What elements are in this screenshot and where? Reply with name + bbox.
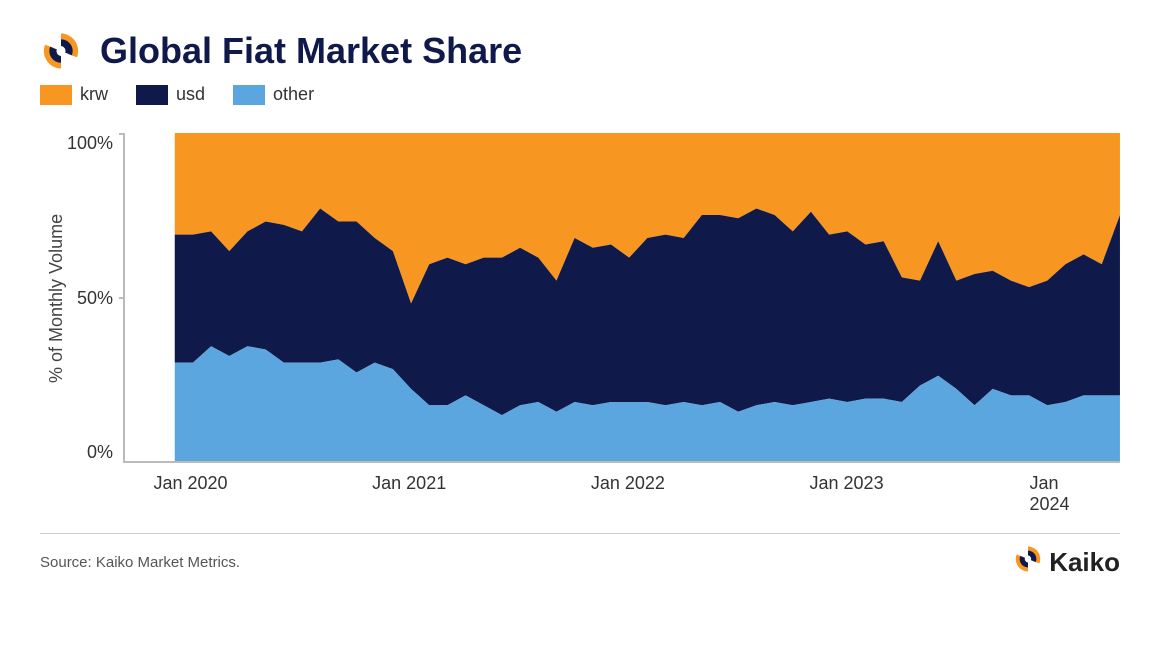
legend-label: krw <box>80 84 108 105</box>
kaiko-logo-icon <box>1013 544 1043 581</box>
chart-title: Global Fiat Market Share <box>100 30 522 72</box>
x-axis-ticks: Jan 2020Jan 2021Jan 2022Jan 2023Jan 2024 <box>126 473 1120 497</box>
plot-region <box>123 133 1120 463</box>
legend-item-usd: usd <box>136 84 205 105</box>
ytick-label: 0% <box>87 442 113 463</box>
xtick-label: Jan 2020 <box>153 473 227 494</box>
kaiko-logo-icon <box>40 30 82 72</box>
xtick-label: Jan 2022 <box>591 473 665 494</box>
footer: Source: Kaiko Market Metrics. Kaiko <box>40 544 1120 581</box>
legend: krw usd other <box>40 84 1120 105</box>
chart-area: % of Monthly Volume 100% 50% 0% <box>40 133 1120 463</box>
y-axis-ticks: 100% 50% 0% <box>67 133 123 463</box>
chart-header: Global Fiat Market Share <box>40 30 1120 72</box>
brand: Kaiko <box>1013 544 1120 581</box>
xtick-label: Jan 2021 <box>372 473 446 494</box>
source-text: Source: Kaiko Market Metrics. <box>40 554 240 571</box>
legend-label: usd <box>176 84 205 105</box>
legend-swatch <box>136 85 168 105</box>
legend-swatch <box>40 85 72 105</box>
legend-label: other <box>273 84 314 105</box>
legend-item-other: other <box>233 84 314 105</box>
xtick-label: Jan 2023 <box>810 473 884 494</box>
ytick-label: 100% <box>67 133 113 154</box>
xtick-label: Jan 2024 <box>1030 473 1100 515</box>
y-axis-label: % of Monthly Volume <box>40 133 67 463</box>
legend-swatch <box>233 85 265 105</box>
brand-name: Kaiko <box>1049 547 1120 578</box>
footer-divider <box>40 533 1120 534</box>
legend-item-krw: krw <box>40 84 108 105</box>
ytick-label: 50% <box>77 288 113 309</box>
